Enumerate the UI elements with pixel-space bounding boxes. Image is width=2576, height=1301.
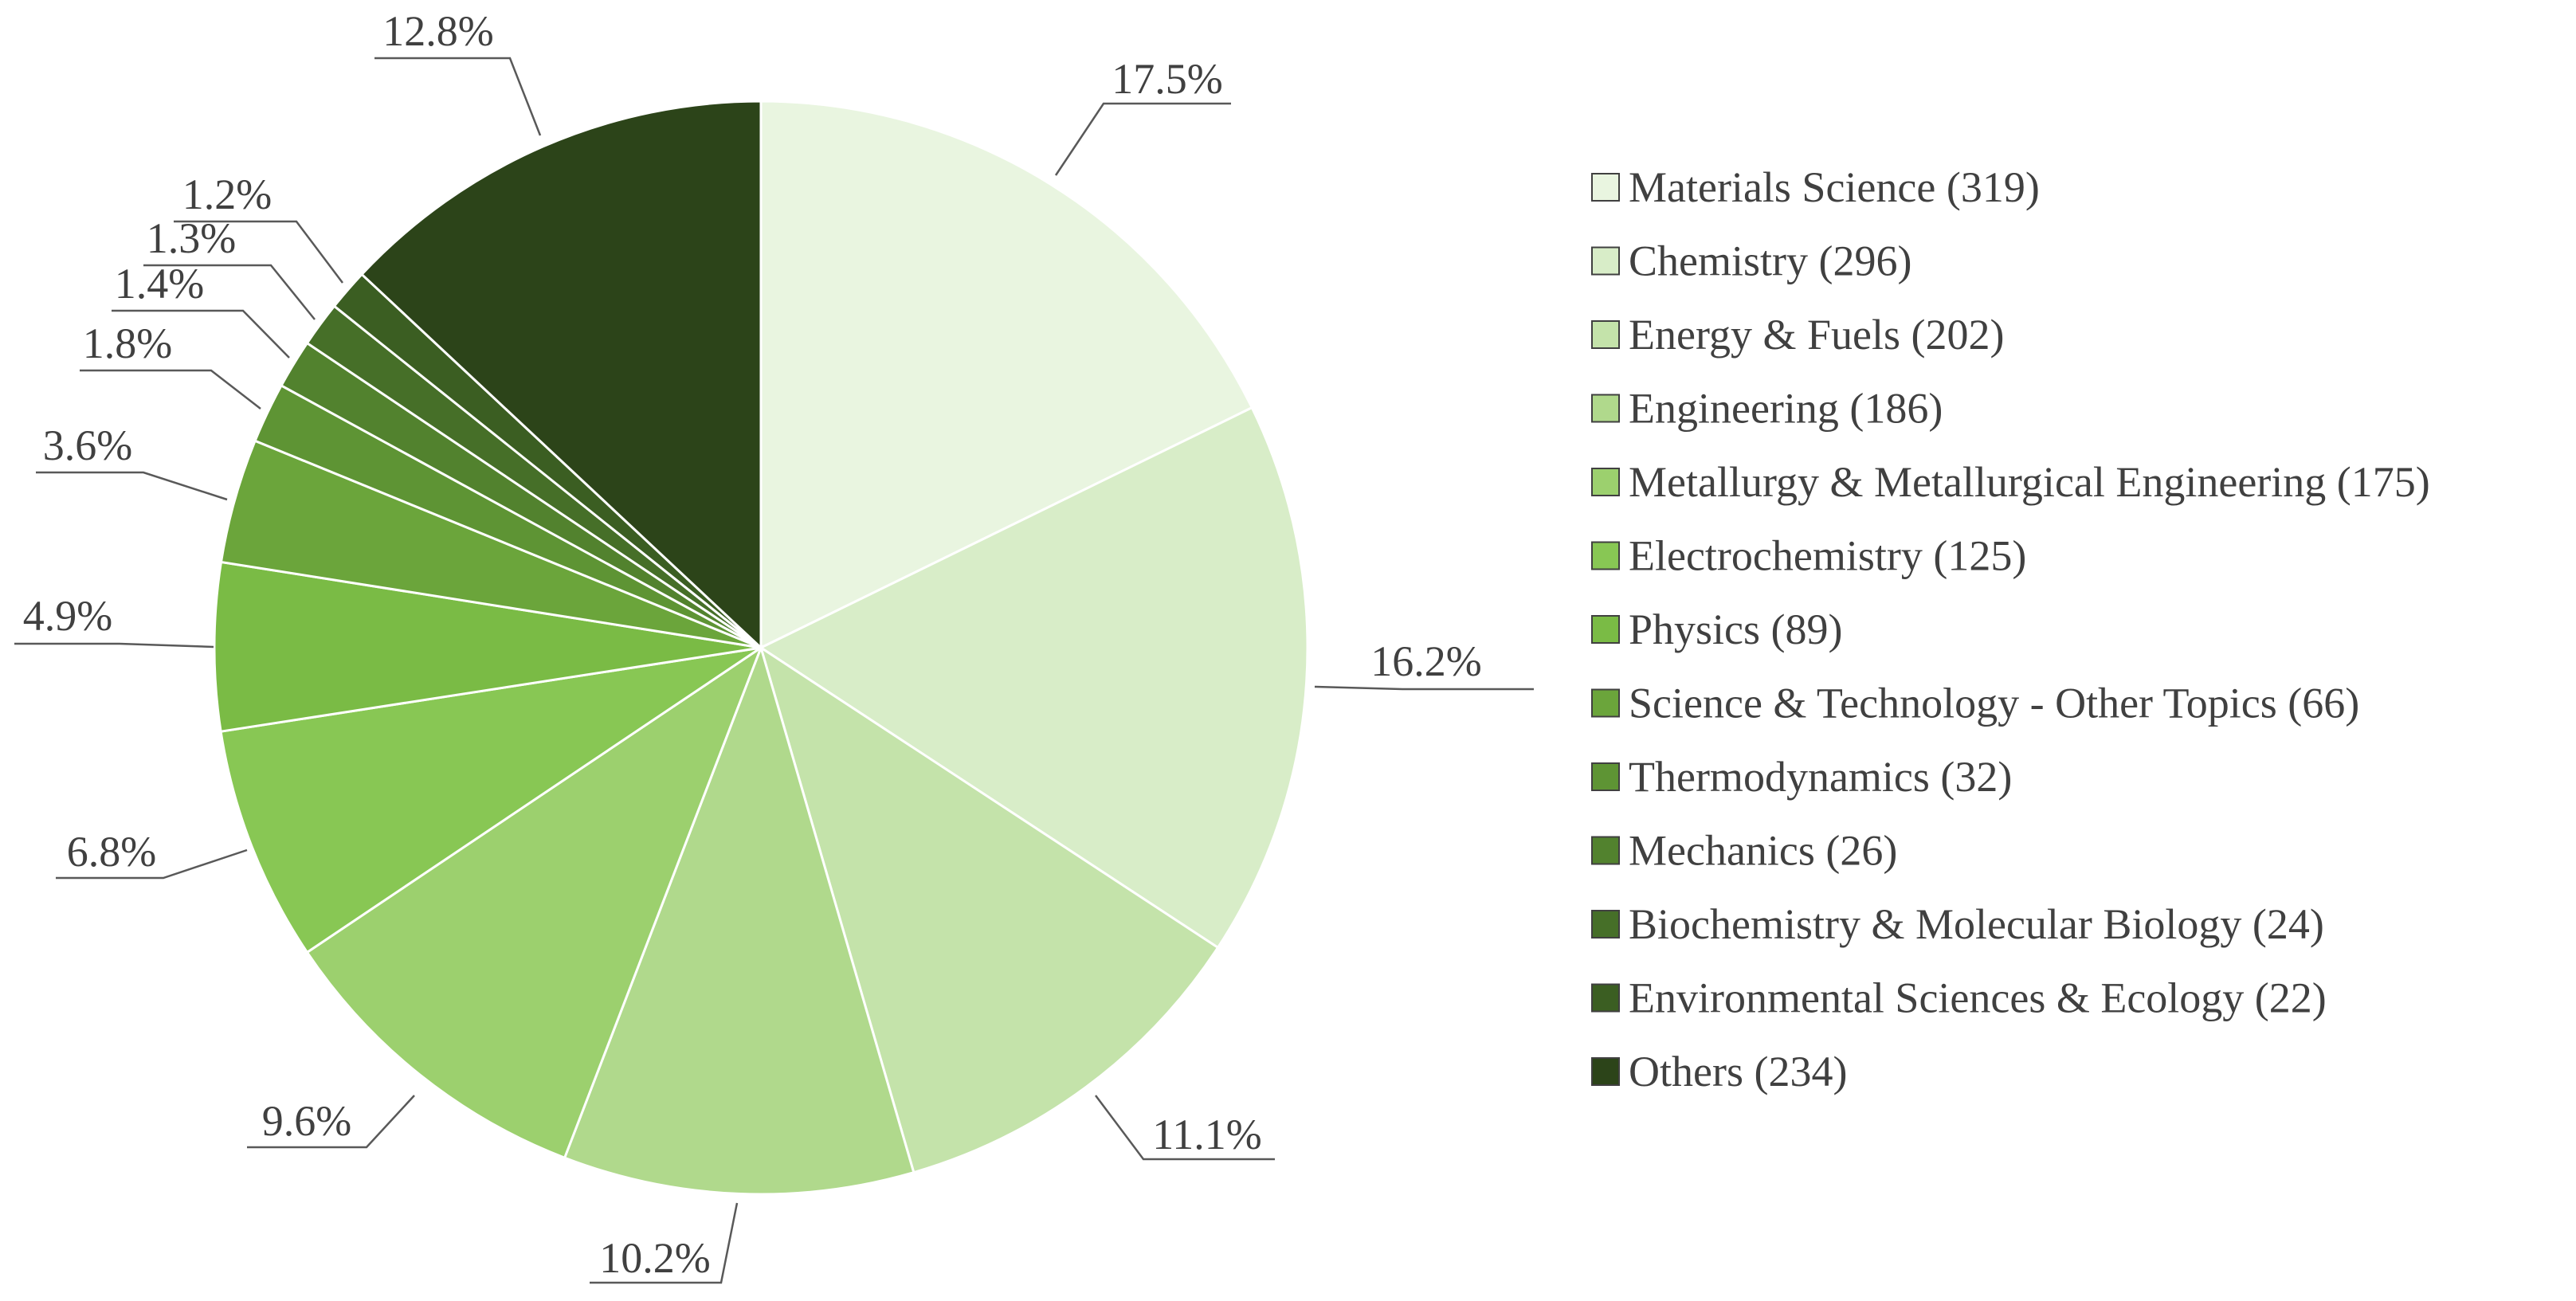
legend-label: Thermodynamics (32) xyxy=(1629,753,2012,801)
leader-line xyxy=(1095,1095,1275,1161)
data-label: 11.1% xyxy=(1152,1111,1261,1158)
pie-slice-engineering xyxy=(563,644,916,1196)
pie-slice-electrochemistry xyxy=(219,646,762,954)
leader-line xyxy=(174,220,343,284)
pie-slice-others xyxy=(359,100,763,651)
data-label: 1.8% xyxy=(83,319,172,367)
legend-label: Science & Technology - Other Topics (66) xyxy=(1629,680,2359,727)
data-label: 10.2% xyxy=(599,1234,710,1282)
legend-swatch xyxy=(1591,173,1620,202)
leader-line xyxy=(374,57,542,136)
pie-slices xyxy=(213,100,1309,1196)
legend-label: Chemistry (296) xyxy=(1629,237,1911,285)
data-label: 3.6% xyxy=(43,421,132,469)
data-label: 4.9% xyxy=(23,592,112,640)
leader-line xyxy=(56,848,248,880)
pie-slice-chemistry xyxy=(758,406,1309,950)
legend-label: Metallurgy & Metallurgical Engineering (… xyxy=(1629,458,2430,506)
legend-label: Others (234) xyxy=(1629,1048,1847,1095)
legend-label: Mechanics (26) xyxy=(1629,827,1897,875)
leader-line xyxy=(1054,102,1231,176)
data-label: 17.5% xyxy=(1112,55,1222,103)
data-label: 1.3% xyxy=(147,214,236,262)
legend-label: Electrochemistry (125) xyxy=(1629,532,2026,580)
legend-label: Physics (89) xyxy=(1629,605,1843,653)
legend-swatch xyxy=(1591,394,1620,423)
leader-lines xyxy=(14,57,1534,1284)
pie-slice-physics xyxy=(213,560,762,733)
legend-label: Biochemistry & Molecular Biology (24) xyxy=(1629,900,2324,948)
legend-swatch xyxy=(1591,320,1620,349)
data-label: 1.4% xyxy=(115,260,204,308)
leader-line xyxy=(247,1095,415,1149)
legend-swatch xyxy=(1591,910,1620,939)
data-label: 6.8% xyxy=(67,828,156,876)
legend-swatch xyxy=(1591,541,1620,570)
data-label: 12.8% xyxy=(382,7,493,55)
legend-swatch xyxy=(1591,836,1620,865)
pie-slice-materials-science xyxy=(759,100,1254,650)
leader-line xyxy=(80,369,261,410)
leader-line xyxy=(36,471,228,501)
data-label: 9.6% xyxy=(262,1097,351,1145)
legend-swatch xyxy=(1591,688,1620,718)
legend-swatch xyxy=(1591,615,1620,644)
legend-swatch xyxy=(1591,762,1620,791)
legend: Materials Science (319) Chemistry (296) En… xyxy=(1591,163,2430,1095)
legend-label: Engineering (186) xyxy=(1629,385,1943,433)
legend-label: Energy & Fuels (202) xyxy=(1629,311,2004,359)
pie-slice-energy-fuels xyxy=(759,645,1220,1174)
pie-slice-metallurgy-metallurgical-engineering xyxy=(305,645,764,1160)
leader-line xyxy=(112,309,290,359)
leader-line xyxy=(143,264,316,320)
legend-swatch xyxy=(1591,983,1620,1013)
legend-label: Materials Science (319) xyxy=(1629,163,2040,211)
leader-line xyxy=(590,1202,739,1284)
data-label: 16.2% xyxy=(1370,637,1481,685)
legend-swatch xyxy=(1591,246,1620,276)
leader-line xyxy=(1314,685,1534,691)
leader-line xyxy=(14,642,214,649)
legend-label: Environmental Sciences & Ecology (22) xyxy=(1629,974,2327,1022)
percent-labels: 17.5% 16.2% 11.1% 10.2% 9.6% 6.8% 4.9% 3.6% 1.8%… xyxy=(23,7,1482,1282)
legend-swatch xyxy=(1591,1057,1620,1086)
legend-swatch xyxy=(1591,468,1620,496)
data-label: 1.2% xyxy=(182,170,272,218)
